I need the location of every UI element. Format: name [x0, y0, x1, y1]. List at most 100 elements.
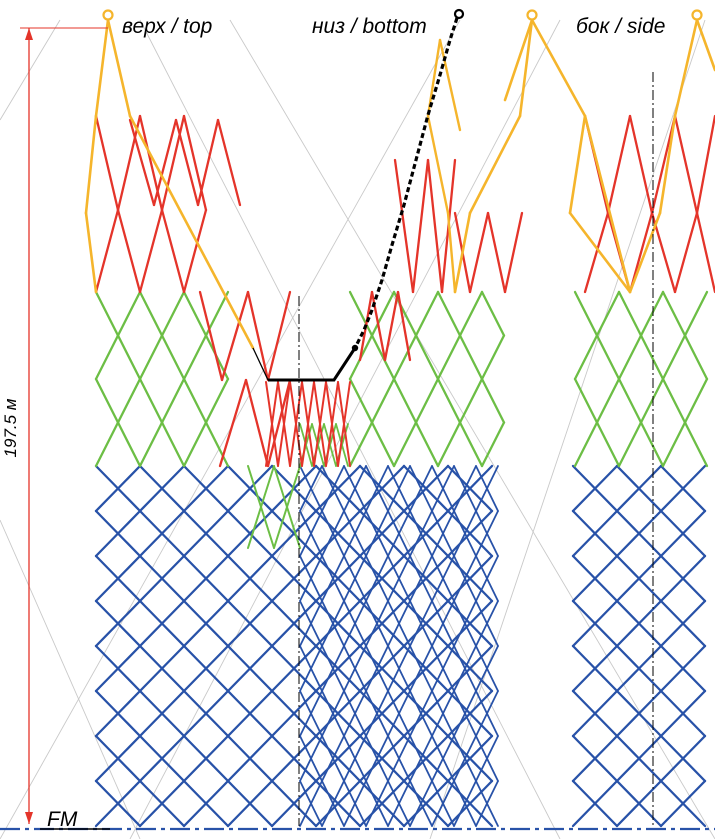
mesh-bar	[299, 757, 312, 782]
mesh-bar	[530, 18, 587, 118]
mesh-bar	[573, 334, 599, 381]
mesh-bar	[138, 554, 164, 580]
mesh-bar	[464, 532, 477, 557]
mesh-bar	[615, 779, 641, 805]
mesh-bar	[409, 600, 422, 625]
mesh-bar	[398, 780, 411, 805]
mesh-bar	[464, 712, 477, 737]
mesh-bar	[331, 423, 339, 467]
mesh-bar	[204, 554, 230, 580]
mesh-bar	[247, 506, 262, 549]
mesh-bar	[299, 600, 312, 625]
mesh-bar	[160, 487, 186, 513]
mesh-bar	[442, 802, 455, 827]
mesh-bar	[392, 334, 418, 381]
mesh-bar	[420, 667, 433, 692]
mesh-bar	[354, 487, 367, 512]
top-panel-label: верх / top	[122, 15, 212, 38]
mesh-bar	[321, 600, 334, 625]
mesh-bar	[571, 464, 597, 490]
mesh-bar	[464, 780, 477, 805]
mesh-bar	[617, 334, 643, 381]
mesh-bar	[420, 780, 433, 805]
mesh-bar	[270, 644, 296, 670]
mesh-bar	[475, 600, 488, 625]
mesh-bar	[94, 464, 120, 490]
mesh-bar	[299, 555, 312, 580]
mesh-bar	[248, 689, 274, 715]
mesh-bar	[321, 465, 334, 490]
mesh-bar	[518, 18, 534, 118]
mesh-bar	[160, 599, 186, 625]
mesh-bar	[571, 644, 597, 670]
mesh-bar	[593, 509, 619, 535]
mesh-bar	[332, 690, 345, 715]
mesh-bar	[464, 465, 477, 490]
mesh-bar	[486, 622, 499, 647]
mesh-bar	[637, 509, 663, 535]
mesh-bar	[270, 667, 296, 693]
mesh-bar	[354, 712, 367, 737]
mesh-bar	[128, 114, 255, 350]
mesh-bar	[248, 577, 274, 603]
mesh-bar	[442, 600, 455, 625]
mesh-bar	[420, 600, 433, 625]
mesh-bar	[321, 510, 334, 535]
mesh-bar	[365, 780, 378, 805]
mesh-bar	[615, 622, 641, 648]
mesh-bar	[270, 487, 296, 513]
mesh-bar	[116, 734, 142, 760]
mesh-bar	[354, 555, 367, 580]
mesh-bar	[319, 423, 327, 467]
mesh-bar	[116, 464, 142, 490]
mesh-bar	[116, 644, 142, 670]
mesh-bar	[248, 554, 274, 580]
mesh-bar	[305, 444, 313, 467]
mesh-bar	[94, 18, 110, 118]
mesh-bar	[398, 487, 411, 512]
mesh-bar	[226, 779, 252, 805]
mesh-bar	[387, 465, 400, 490]
mesh-bar	[659, 599, 685, 625]
mesh-bar	[468, 114, 522, 215]
mesh-bar	[681, 712, 707, 738]
mesh-bar	[615, 712, 641, 738]
mesh-bar	[683, 290, 709, 337]
side-left-tip-ring	[526, 9, 538, 21]
mesh-bar	[299, 487, 312, 512]
mesh-bar	[226, 802, 252, 828]
mesh-bar	[270, 577, 296, 603]
mesh-bar	[573, 377, 599, 424]
mesh-bar	[453, 487, 466, 512]
mesh-bar	[661, 377, 687, 424]
mesh-bar	[475, 735, 488, 760]
headline-rope	[268, 347, 357, 382]
mesh-bar	[182, 802, 208, 828]
mesh-bar	[431, 645, 444, 670]
mesh-bar	[681, 622, 707, 648]
mesh-bar	[270, 734, 296, 760]
center-lines	[298, 72, 654, 826]
mesh-bar	[299, 667, 312, 692]
mesh-bar	[332, 600, 345, 625]
mesh-bar	[659, 667, 685, 693]
mesh-bar	[453, 622, 466, 647]
mesh-bar	[436, 290, 462, 337]
mesh-bar	[376, 712, 389, 737]
mesh-bar	[94, 757, 120, 783]
mesh-bar	[392, 421, 418, 468]
mesh-bar	[182, 421, 208, 468]
mesh-bar	[218, 378, 248, 468]
mesh-bar	[661, 334, 687, 381]
mesh-bar	[332, 532, 345, 557]
mesh-bar	[595, 421, 621, 468]
mesh-bar	[332, 667, 345, 692]
mesh-bar	[321, 735, 334, 760]
mesh-bar	[365, 532, 378, 557]
mesh-bar	[593, 577, 619, 603]
mesh-bar	[116, 377, 142, 424]
mesh-bar	[116, 114, 142, 212]
mesh-bar	[365, 712, 378, 737]
mesh-bar	[453, 667, 466, 692]
mesh-bar	[343, 600, 356, 625]
